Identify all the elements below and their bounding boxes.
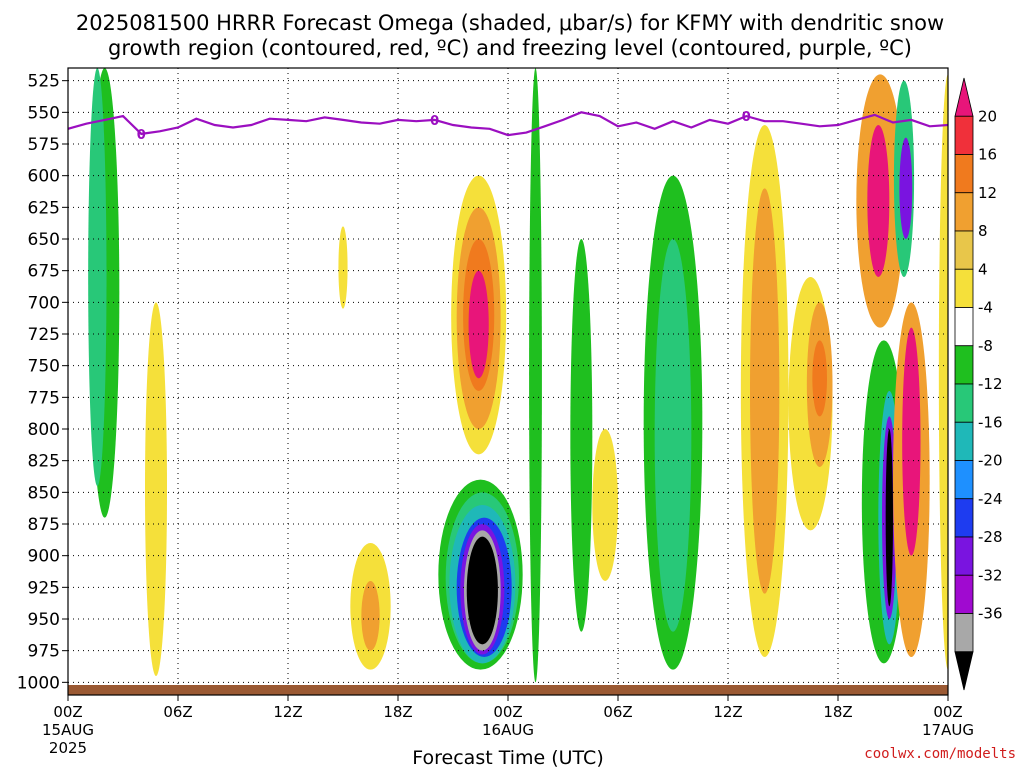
freezing-level-label: 0: [742, 110, 751, 125]
colorbar-bottom-arrow: [954, 651, 974, 691]
omega-region-35: [592, 429, 619, 581]
y-axis: 525 550 575 600 625 650 675 700 725 750 775 800 825 8…: [17, 72, 68, 693]
colorbar-label: -12: [978, 375, 1003, 393]
chart-title-line-2: growth region (contoured, red, ºC) and f…: [108, 36, 912, 60]
omega-region-10: [466, 536, 498, 645]
colorbar-segment: [954, 154, 974, 194]
omega-region-36: [145, 302, 167, 676]
omega-region-28: [867, 125, 890, 277]
colorbar-segment: [954, 421, 974, 461]
omega-region-34: [361, 581, 380, 651]
freezing-level-labels: 0 0 0: [137, 110, 751, 143]
omega-region-37: [338, 226, 348, 309]
omega-region-26: [885, 429, 893, 607]
y-tick-label: 925: [28, 578, 60, 598]
colorbar-label: -32: [978, 566, 1003, 584]
x-tick-label: 18Z: [823, 703, 852, 721]
colorbar-label: -8: [978, 337, 993, 355]
y-tick-label: 675: [28, 262, 60, 282]
omega-region-32: [902, 327, 921, 556]
colorbar-segment: [954, 383, 974, 423]
colorbar-segment: [954, 268, 974, 308]
y-tick-label: 725: [28, 325, 60, 345]
colorbar-segment: [954, 192, 974, 232]
freezing-level-label: 0: [430, 114, 439, 129]
colorbar-label: -4: [978, 299, 993, 317]
y-tick-label: 900: [28, 547, 60, 567]
y-tick-label: 650: [28, 230, 60, 250]
omega-region-30: [899, 137, 913, 239]
colorbar-label: -20: [978, 452, 1003, 470]
credit-text: coolwx.com/modelts: [864, 746, 1016, 762]
y-tick-label: 1000: [17, 673, 60, 693]
y-tick-label: 950: [28, 610, 60, 630]
omega-region-17: [654, 239, 692, 632]
colorbar-segment: [954, 574, 974, 614]
y-tick-label: 575: [28, 135, 60, 155]
colorbar-label: -16: [978, 413, 1003, 431]
omega-region-22: [812, 340, 828, 417]
x-axis-title: Forecast Time (UTC): [412, 747, 603, 768]
y-tick-label: 800: [28, 420, 60, 440]
y-tick-label: 625: [28, 198, 60, 218]
omega-region-14: [468, 270, 489, 379]
y-tick-label: 875: [28, 515, 60, 535]
colorbar-label: 16: [978, 146, 997, 164]
freezing-level-line: [68, 111, 948, 137]
colorbar-label: 8: [978, 222, 988, 240]
x-tick-label: 00Z: [53, 703, 82, 721]
omega-shading: [88, 68, 948, 683]
x-tick-label: 12Z: [273, 703, 302, 721]
colorbar-segment: [954, 498, 974, 538]
colorbar: 20 16 12 8 4 -4 -8 -12 -16 -20 -24 -28 -32 -36: [954, 77, 1003, 691]
colorbar-segment: [954, 613, 974, 653]
y-tick-label: 550: [28, 103, 60, 123]
omega-region-19: [750, 188, 780, 594]
y-tick-label: 775: [28, 388, 60, 408]
y-tick-label: 850: [28, 483, 60, 503]
x-tick-label: 06Z: [163, 703, 192, 721]
grid-lines: [68, 68, 948, 695]
colorbar-segment: [954, 307, 974, 347]
colorbar-label: 20: [978, 107, 997, 125]
y-tick-label: 975: [28, 642, 60, 662]
colorbar-label: -24: [978, 490, 1003, 508]
colorbar-segment: [954, 115, 974, 155]
x-tick-label: 12Z: [713, 703, 742, 721]
colorbar-top-arrow: [954, 77, 974, 117]
omega-region-15: [570, 239, 593, 632]
x-tick-year-label: 2025: [49, 739, 87, 757]
x-tick-label: 06Z: [603, 703, 632, 721]
chart-title-line-1: 2025081500 HRRR Forecast Omega (shaded, …: [76, 11, 944, 35]
x-tick-date-label: 17AUG: [922, 721, 974, 739]
x-tick-date-label: 15AUG: [42, 721, 94, 739]
freezing-level-label: 0: [137, 128, 146, 143]
x-tick-date-label: 16AUG: [482, 721, 534, 739]
x-tick-label: 18Z: [383, 703, 412, 721]
y-tick-label: 600: [28, 167, 60, 187]
colorbar-label: 4: [978, 260, 988, 278]
omega-region-38: [938, 74, 948, 670]
y-tick-label: 825: [28, 452, 60, 472]
y-tick-label: 750: [28, 357, 60, 377]
x-tick-label: 00Z: [933, 703, 962, 721]
y-tick-label: 525: [28, 72, 60, 92]
plot-area: 0 0 0: [68, 68, 948, 695]
colorbar-label: 12: [978, 184, 997, 202]
omega-region-3: [88, 68, 107, 486]
colorbar-segment: [954, 536, 974, 576]
y-tick-label: 700: [28, 293, 60, 313]
x-tick-label: 00Z: [493, 703, 522, 721]
colorbar-segment: [954, 460, 974, 500]
colorbar-segment: [954, 230, 974, 270]
ground-layer: [68, 685, 948, 695]
colorbar-label: -36: [978, 605, 1003, 623]
colorbar-segment: [954, 345, 974, 385]
omega-region-1: [529, 68, 542, 683]
colorbar-label: -28: [978, 528, 1003, 546]
